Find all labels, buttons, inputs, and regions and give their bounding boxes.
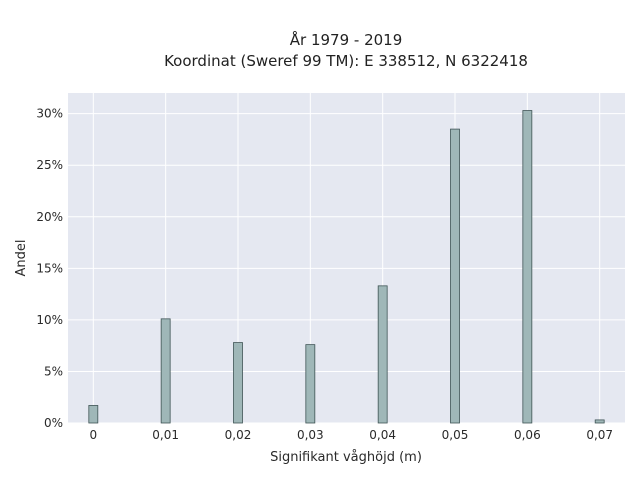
y-axis-ticks: 0% 5% 10% 15% 20% 25% 30% [36,107,63,430]
chart-title-line-2: Koordinat (Sweref 99 TM): E 338512, N 63… [164,52,528,70]
bar-0,04 [377,285,388,424]
y-tick-label: 5% [44,364,63,378]
plot-area [68,93,625,423]
x-tick-label: 0,06 [514,428,541,442]
bar-0,03 [305,344,316,424]
x-tick-label: 0,05 [442,428,469,442]
chart-title-line-1: År 1979 - 2019 [290,30,403,49]
y-tick-label: 20% [36,210,63,224]
x-tick-label: 0,02 [225,428,252,442]
bar-0,07 [594,419,605,424]
x-tick-label: 0,07 [586,428,613,442]
x-tick-label: 0 [89,428,97,442]
x-axis-label: Signifikant våghöjd (m) [270,450,422,465]
bar-0 [88,405,99,424]
x-axis-ticks: 0 0,01 0,02 0,03 0,04 0,05 0,06 0,07 [89,428,613,442]
y-tick-label: 30% [36,107,63,121]
y-tick-label: 0% [44,416,63,430]
x-tick-label: 0,03 [297,428,324,442]
x-tick-label: 0,01 [152,428,179,442]
y-tick-label: 10% [36,313,63,327]
y-tick-label: 15% [36,261,63,275]
bar-0,01 [160,318,171,424]
bar-0,05 [450,128,460,424]
y-axis-label: Andel [14,240,29,277]
bar-0,02 [233,342,243,424]
y-tick-label: 25% [36,158,63,172]
bars [88,110,605,424]
bar-0,06 [522,110,533,424]
x-tick-label: 0,04 [369,428,396,442]
